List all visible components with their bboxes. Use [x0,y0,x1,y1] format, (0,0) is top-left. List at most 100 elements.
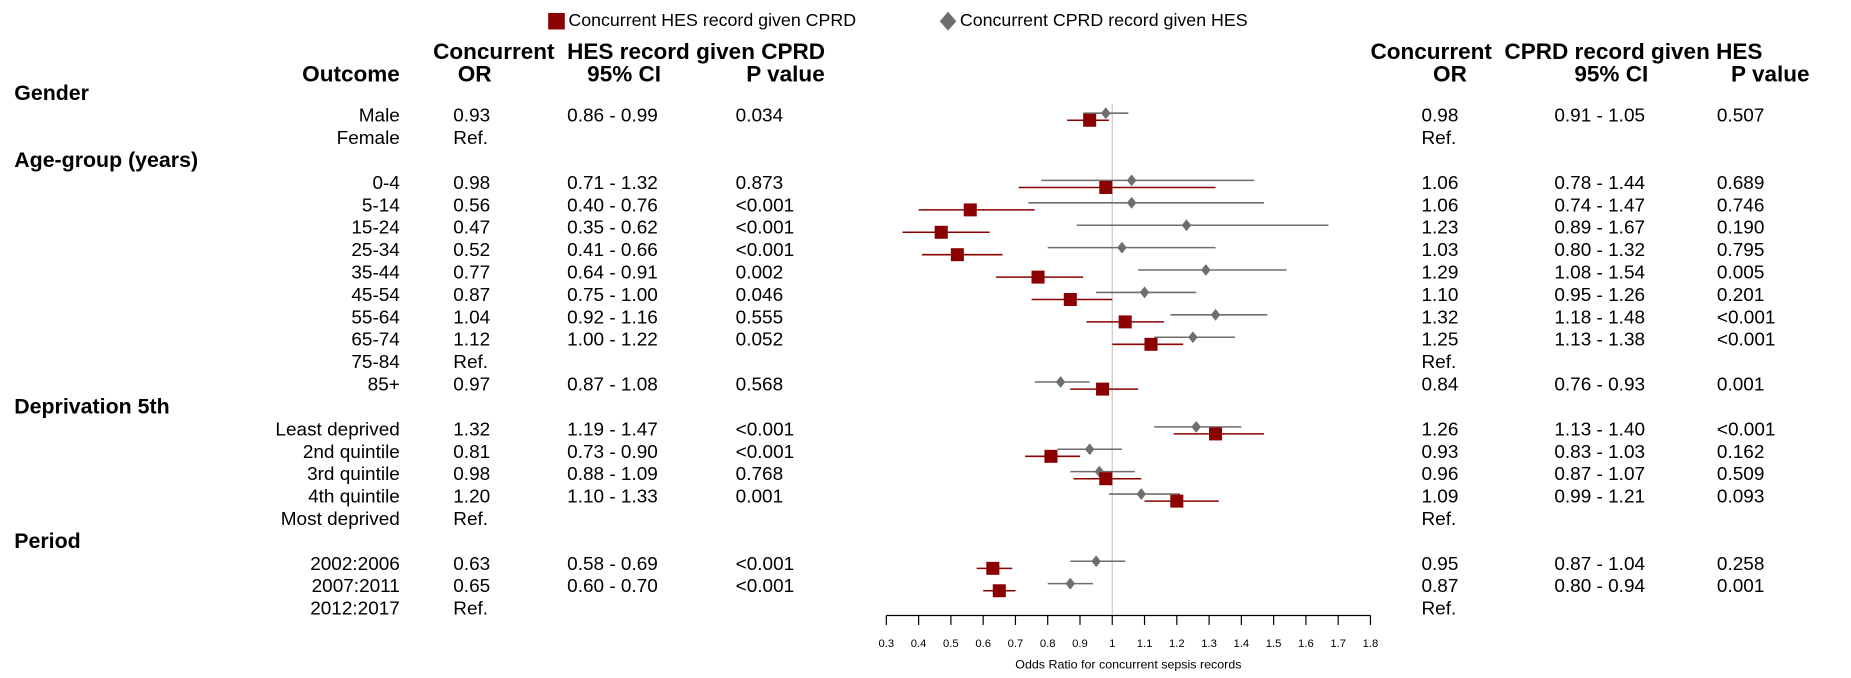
column-header: P value [1731,61,1810,86]
or-value: 1.04 [453,307,490,328]
ci-value: 0.91 - 1.05 [1554,106,1645,127]
row-label: 5-14 [362,195,400,216]
x-tick-label: 0.7 [1008,638,1024,650]
reference-label: Ref. [1421,352,1456,373]
or-value: 1.23 [1421,218,1458,239]
x-tick-label: 0.4 [911,638,927,650]
column-header: 95% CI [587,61,661,86]
p-value: 0.001 [736,487,783,508]
or-value: 0.93 [453,106,490,127]
row-label: 55-64 [351,307,400,328]
or-value: 1.20 [453,487,490,508]
ci-value: 0.87 - 1.04 [1554,554,1645,575]
ci-value: 0.87 - 1.07 [1554,464,1645,485]
ci-value: 0.87 - 1.08 [567,375,658,396]
column-header: P value [746,61,825,86]
or-value: 1.03 [1421,240,1458,261]
ci-value: 0.92 - 1.16 [567,307,658,328]
point-estimate [1126,196,1137,209]
p-value: 0.005 [1717,263,1764,284]
x-tick-label: 1 [1109,638,1115,650]
ci-value: 1.08 - 1.54 [1554,263,1645,284]
x-tick-label: 0.6 [975,638,991,650]
legend-marker [548,12,565,30]
point-estimate [1139,286,1150,299]
x-tick-label: 1.3 [1201,638,1217,650]
or-value: 0.95 [1421,554,1458,575]
p-value: <0.001 [736,554,795,575]
or-value: 1.06 [1421,195,1458,216]
x-tick-label: 1.2 [1169,638,1185,650]
point-estimate [1096,382,1110,396]
x-tick-label: 0.8 [1040,638,1056,650]
x-axis-label: Odds Ratio for concurrent sepsis records [1015,657,1241,671]
x-tick-label: 1.7 [1330,638,1346,650]
or-value: 0.56 [453,195,490,216]
p-value: 0.034 [736,106,783,127]
p-value: <0.001 [736,195,795,216]
p-value: 0.162 [1717,442,1764,463]
point-estimate [1201,264,1211,276]
x-tick-label: 1.4 [1234,638,1250,650]
ci-value: 0.73 - 0.90 [567,442,658,463]
ci-value: 0.74 - 1.47 [1554,195,1645,216]
p-value: <0.001 [736,218,795,239]
or-value: 1.32 [1421,307,1458,328]
column-header: OR [458,61,492,86]
p-value: 0.001 [1717,375,1764,396]
column-header: OR [1433,61,1467,86]
ci-value: 0.95 - 1.26 [1554,285,1645,306]
or-value: 0.98 [453,464,490,485]
p-value: 0.768 [736,464,783,485]
point-estimate [1188,331,1198,344]
ci-value: 0.40 - 0.76 [567,195,658,216]
ci-value: 0.41 - 0.66 [567,240,658,261]
column-header: 95% CI [1574,61,1648,86]
ci-value: 0.83 - 1.03 [1554,442,1645,463]
point-estimate [1083,113,1097,127]
ci-value: 0.75 - 1.00 [567,285,658,306]
row-label: 2nd quintile [303,442,400,463]
point-estimate [1031,270,1045,284]
ci-value: 0.60 - 0.70 [567,576,658,597]
point-estimate [1191,420,1201,433]
reference-label: Ref. [453,352,488,373]
ci-value: 0.89 - 1.67 [1554,218,1645,239]
p-value: 0.507 [1717,106,1764,127]
ci-value: 1.10 - 1.33 [567,487,658,508]
or-value: 0.98 [1421,106,1458,127]
row-label: Male [359,106,400,127]
or-value: 1.25 [1421,330,1458,351]
x-tick-label: 1.6 [1298,638,1314,650]
point-estimate [1117,241,1127,254]
ci-value: 1.19 - 1.47 [567,419,658,440]
reference-label: Ref. [1421,509,1456,530]
point-estimate [1091,555,1101,568]
point-estimate [1136,488,1147,500]
or-value: 0.98 [453,173,490,194]
p-value: <0.001 [1717,330,1776,351]
point-estimate [950,248,964,262]
row-label: 25-34 [351,240,400,261]
or-value: 1.12 [453,330,490,351]
x-tick-label: 1.8 [1363,638,1379,650]
or-value: 1.10 [1421,285,1458,306]
p-value: 0.555 [736,307,783,328]
point-estimate [1099,180,1113,194]
x-tick-label: 1.5 [1266,638,1282,650]
row-label: 35-44 [351,263,400,284]
or-value: 1.32 [453,419,490,440]
row-label: 45-54 [351,285,400,306]
row-label: 4th quintile [308,487,400,508]
or-value: 1.26 [1421,419,1458,440]
or-value: 0.87 [453,285,490,306]
point-estimate [1209,427,1223,441]
p-value: 0.001 [1717,576,1764,597]
p-value: 0.190 [1717,218,1764,239]
legend-marker [939,11,957,31]
or-value: 0.65 [453,576,490,597]
p-value: 0.046 [736,285,783,306]
ci-value: 0.88 - 1.09 [567,464,658,485]
or-value: 0.96 [1421,464,1458,485]
